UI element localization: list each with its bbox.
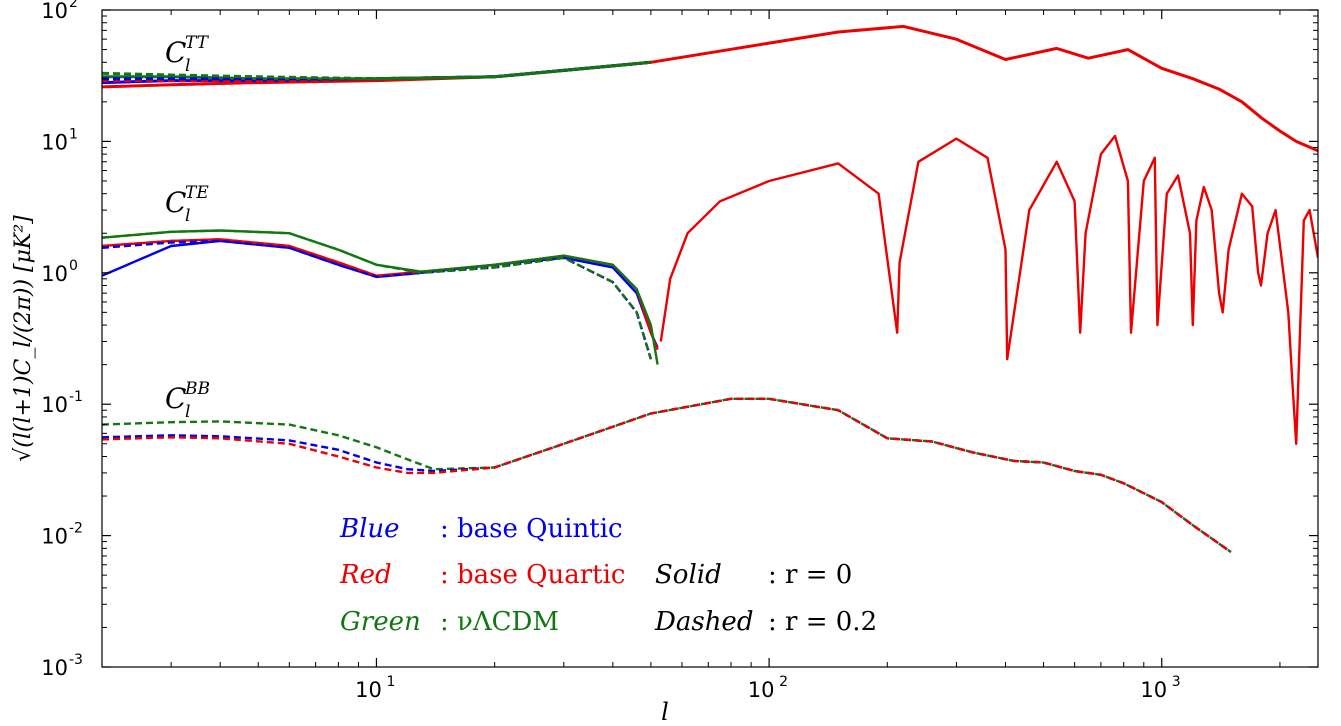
series-line-te-12	[659, 134, 1318, 445]
legend-color-desc-2: : νΛCDM	[440, 607, 559, 637]
legend-color-word-2: Green	[340, 607, 421, 637]
y-tick-label-2: 10	[41, 393, 68, 417]
x-tick-label-2: 10	[1140, 678, 1167, 702]
curve-label-main: C	[165, 382, 186, 415]
ticks-layer: 10 1 10 2 10 310 -310 -210 -110 010 110 2	[41, 0, 1318, 702]
y-tick-label-0: 10	[41, 656, 68, 680]
legend-color-desc-0: : base Quintic	[440, 514, 623, 544]
y-tick-exp-4: 1	[69, 126, 78, 142]
x-axis-label: l	[661, 698, 669, 726]
series-line-bb-15	[102, 397, 1232, 553]
series-line-te-11	[102, 229, 653, 360]
y-tick-exp-5: 2	[69, 0, 78, 11]
x-tick-label-0: 10	[355, 678, 382, 702]
legend-style-desc-1: : r = 0.2	[768, 607, 877, 637]
legend: Blue : base Quintic Red : base Quartic Green…	[339, 514, 877, 637]
series-line-bb-13	[102, 397, 1232, 553]
series-layer	[102, 24, 1318, 553]
y-tick-label-4: 10	[41, 130, 68, 154]
legend-style-desc-0: : r = 0	[768, 560, 852, 590]
y-tick-exp-3: 0	[69, 258, 78, 274]
legend-style-word-1: Dashed	[654, 607, 753, 637]
plot-frame	[101, 9, 1319, 668]
legend-color-word-0: Blue	[339, 514, 400, 544]
y-tick-exp-0: -3	[69, 652, 83, 668]
x-tick-exp-1: 2	[779, 674, 788, 690]
legend-color-desc-1: : base Quartic	[440, 560, 625, 590]
series-line-te-8	[102, 229, 659, 365]
series-line-bb-14	[102, 397, 1232, 553]
curve-label-bb: CBB l	[165, 379, 210, 422]
x-tick-label-1: 10	[748, 678, 775, 702]
legend-color-word-1: Red	[339, 560, 392, 590]
y-tick-exp-2: -1	[69, 389, 83, 405]
curve-label-sup: BB	[184, 379, 210, 399]
curve-label-tt: CTT l	[165, 33, 210, 76]
x-tick-exp-0: 1	[386, 674, 395, 690]
y-tick-label-1: 10	[41, 525, 68, 549]
y-tick-exp-1: -2	[69, 521, 83, 537]
x-tick-exp-2: 3	[1172, 674, 1181, 690]
curve-label-main: C	[165, 186, 186, 219]
series-line-tt-0	[102, 24, 1318, 153]
y-tick-label-5: 10	[41, 0, 68, 23]
y-tick-label-3: 10	[41, 262, 68, 286]
curve-label-sub: l	[185, 206, 190, 226]
legend-style-word-0: Solid	[655, 560, 722, 590]
curve-label-sub: l	[185, 56, 190, 76]
curve-label-main: C	[165, 36, 186, 69]
curve-label-te: CTE l	[165, 183, 209, 226]
series-line-tt-5	[102, 60, 652, 81]
curve-label-sub: l	[185, 402, 190, 422]
y-axis-label: √(l(l+1)C_l/(2π)) [μK²]	[11, 215, 36, 462]
curve-label-sup: TT	[185, 33, 210, 53]
curve-label-sup: TE	[185, 183, 209, 203]
series-line-te-7	[102, 238, 659, 351]
